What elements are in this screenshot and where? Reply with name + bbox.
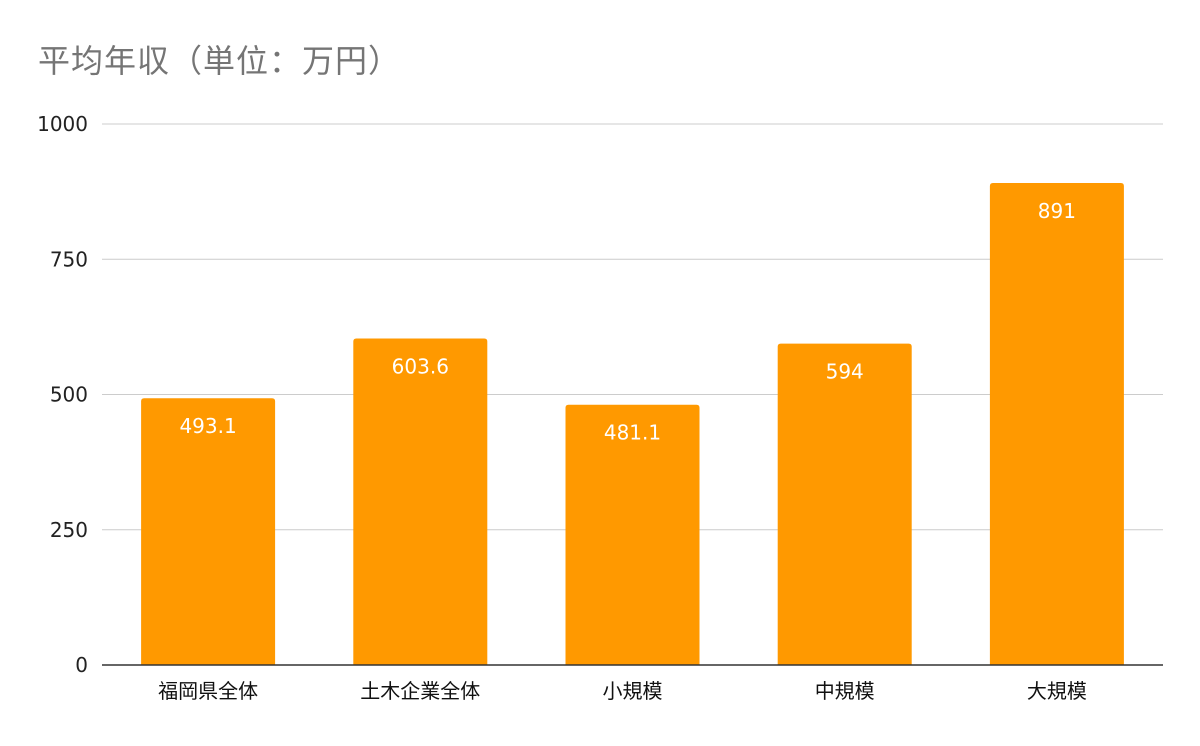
bar xyxy=(777,343,912,665)
axes: 0 250 500 750 1000 福岡県全体 土木企業全体 小規模 中規模 大規模 xyxy=(37,112,1163,703)
y-tick-label: 750 xyxy=(50,247,88,271)
bar xyxy=(141,398,276,665)
data-label: 594 xyxy=(826,360,864,384)
data-label: 481.1 xyxy=(604,421,661,445)
data-label: 891 xyxy=(1038,199,1076,223)
x-tick-label: 福岡県全体 xyxy=(158,679,258,703)
x-tick-label: 大規模 xyxy=(1027,679,1087,703)
x-tick-label: 土木企業全体 xyxy=(360,679,480,703)
y-tick-label: 0 xyxy=(75,653,88,677)
y-tick-label: 250 xyxy=(50,518,88,542)
y-tick-label: 500 xyxy=(50,383,88,407)
bar xyxy=(353,338,488,665)
y-tick-label: 1000 xyxy=(37,112,88,136)
bar xyxy=(565,404,700,665)
x-tick-label: 中規模 xyxy=(815,679,875,703)
chart-title: 平均年収（単位：万円） xyxy=(38,42,402,80)
x-tick-label: 小規模 xyxy=(603,679,663,703)
data-label: 493.1 xyxy=(179,414,236,438)
bars: 493.1 603.6 481.1 594 891 xyxy=(141,182,1124,665)
bar xyxy=(989,182,1124,665)
data-label: 603.6 xyxy=(392,354,449,378)
